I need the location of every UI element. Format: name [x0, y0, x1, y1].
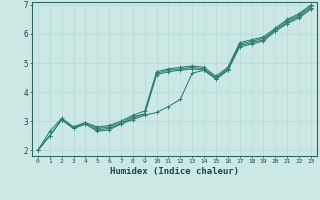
X-axis label: Humidex (Indice chaleur): Humidex (Indice chaleur): [110, 167, 239, 176]
